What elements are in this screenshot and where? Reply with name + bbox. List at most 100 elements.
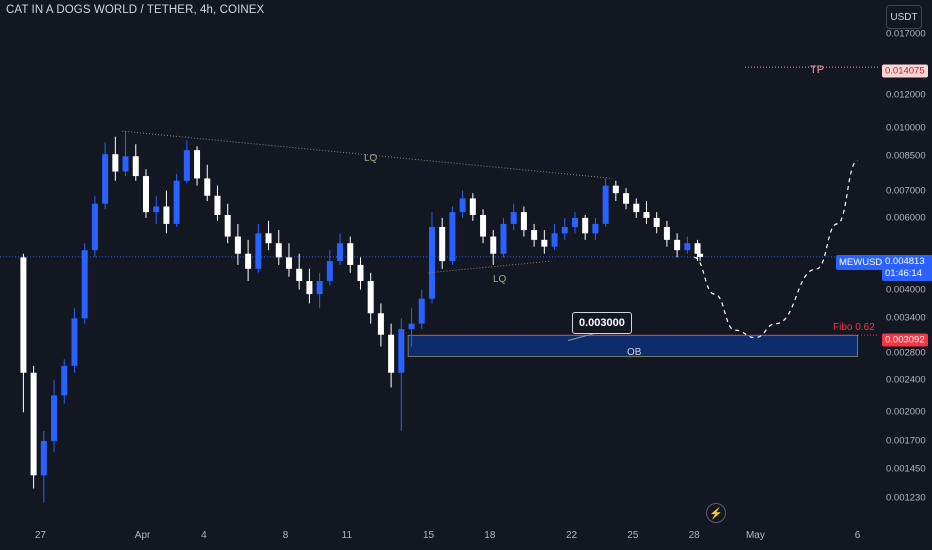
price-tick: 0.001230 xyxy=(886,492,926,504)
candle-body xyxy=(357,264,364,281)
candle-body xyxy=(142,176,149,213)
candle-body xyxy=(173,180,180,224)
candle-body xyxy=(71,318,78,366)
candle-body xyxy=(30,372,37,476)
price-tick: 0.003400 xyxy=(886,312,926,324)
candle-body xyxy=(337,243,344,262)
candle-body xyxy=(582,217,589,234)
candle-body xyxy=(296,268,303,281)
time-tick: 15 xyxy=(423,530,435,541)
candle-body xyxy=(684,243,691,251)
last-price-value: 0.004813 xyxy=(885,256,925,267)
candle-body xyxy=(653,217,660,227)
candle-body xyxy=(285,257,292,269)
time-tick: 22 xyxy=(566,530,578,541)
candle-body xyxy=(245,253,252,269)
candle-body xyxy=(469,198,476,215)
price-tick: 0.001450 xyxy=(886,463,926,475)
lightning-icon[interactable]: ⚡ xyxy=(706,503,726,523)
candle-body xyxy=(633,203,640,213)
price-callout[interactable]: 0.003000 xyxy=(572,312,632,334)
candle-body xyxy=(541,239,548,247)
time-tick: May xyxy=(745,530,765,541)
candle-body xyxy=(602,185,609,224)
projection-path xyxy=(693,159,858,339)
candle-body xyxy=(561,226,568,234)
candle-body xyxy=(326,261,333,281)
fibo-price-tag: 0.003092 xyxy=(882,333,928,347)
candle-body xyxy=(61,365,68,396)
candle-body xyxy=(377,313,384,335)
candle-body xyxy=(663,226,670,240)
fibo-label: Fibo 0.62 xyxy=(833,322,875,333)
candle-body xyxy=(551,233,558,247)
candle-body xyxy=(480,214,487,237)
price-tick: 0.002000 xyxy=(886,406,926,418)
candle-body xyxy=(153,206,160,213)
candle-body xyxy=(40,440,47,476)
price-tick: 0.010000 xyxy=(886,122,926,134)
price-tick: 0.008500 xyxy=(886,150,926,162)
chart-title: CAT IN A DOGS WORLD / TETHER, 4h, COINEX xyxy=(6,4,265,16)
lq-lower-line xyxy=(428,260,552,274)
candle-body xyxy=(316,280,323,295)
candle-body xyxy=(183,150,190,181)
candle-body xyxy=(694,243,701,254)
candle-body xyxy=(51,395,58,441)
ob-label: OB xyxy=(627,347,642,358)
candle-body xyxy=(102,154,109,204)
candle-body xyxy=(265,233,272,244)
lq-lower-label: LQ xyxy=(493,274,507,285)
candle-body xyxy=(571,217,578,227)
time-tick: 27 xyxy=(34,530,46,541)
candle-body xyxy=(623,193,630,204)
candle-body xyxy=(459,198,466,213)
candle-body xyxy=(194,150,201,179)
candle-body xyxy=(306,280,313,295)
candle-body xyxy=(388,334,395,373)
candle-body xyxy=(132,156,139,177)
price-tick: 0.017000 xyxy=(886,28,926,40)
price-tick: 0.006000 xyxy=(886,212,926,224)
candle-body xyxy=(398,329,405,373)
time-tick: 6 xyxy=(854,530,861,541)
candle-body xyxy=(367,280,374,314)
candle-body xyxy=(214,195,221,215)
candle-body xyxy=(275,243,282,258)
candles xyxy=(20,131,704,503)
last-price-tag: 0.004813 01:46:14 xyxy=(882,255,932,281)
lq-upper-label: LQ xyxy=(364,153,378,164)
price-tick: 0.002800 xyxy=(886,347,926,359)
candle-body xyxy=(531,230,538,240)
price-tick: 0.001700 xyxy=(886,435,926,447)
tp-price-tag: 0.014075 xyxy=(882,64,928,78)
candle-body xyxy=(91,203,98,251)
candle-body xyxy=(234,236,241,254)
candle-body xyxy=(204,178,211,196)
lq-upper-line xyxy=(122,130,613,179)
time-tick: 25 xyxy=(627,530,639,541)
candle-body xyxy=(81,250,88,319)
price-tick: 0.012000 xyxy=(886,89,926,101)
time-tick: 28 xyxy=(688,530,700,541)
price-tick: 0.004000 xyxy=(886,284,926,296)
time-tick: 11 xyxy=(341,530,353,541)
candle-body xyxy=(490,236,497,254)
time-tick: Apr xyxy=(134,530,151,541)
time-tick: 8 xyxy=(282,530,289,541)
candle-body xyxy=(449,212,456,262)
candle-body xyxy=(418,298,425,324)
candle-body xyxy=(408,323,415,330)
order-block-zone xyxy=(407,334,858,357)
candle-body xyxy=(612,185,619,194)
tp-label: TP xyxy=(810,64,825,76)
candle-body xyxy=(20,257,27,373)
candle-body xyxy=(163,206,170,224)
time-tick: 18 xyxy=(484,530,496,541)
candle-body xyxy=(439,226,446,262)
symbol-tag: MEWUSDT xyxy=(836,255,892,270)
price-tick: 0.007000 xyxy=(886,185,926,197)
time-tick: 4 xyxy=(201,530,207,541)
currency-button[interactable]: USDT xyxy=(886,5,922,29)
